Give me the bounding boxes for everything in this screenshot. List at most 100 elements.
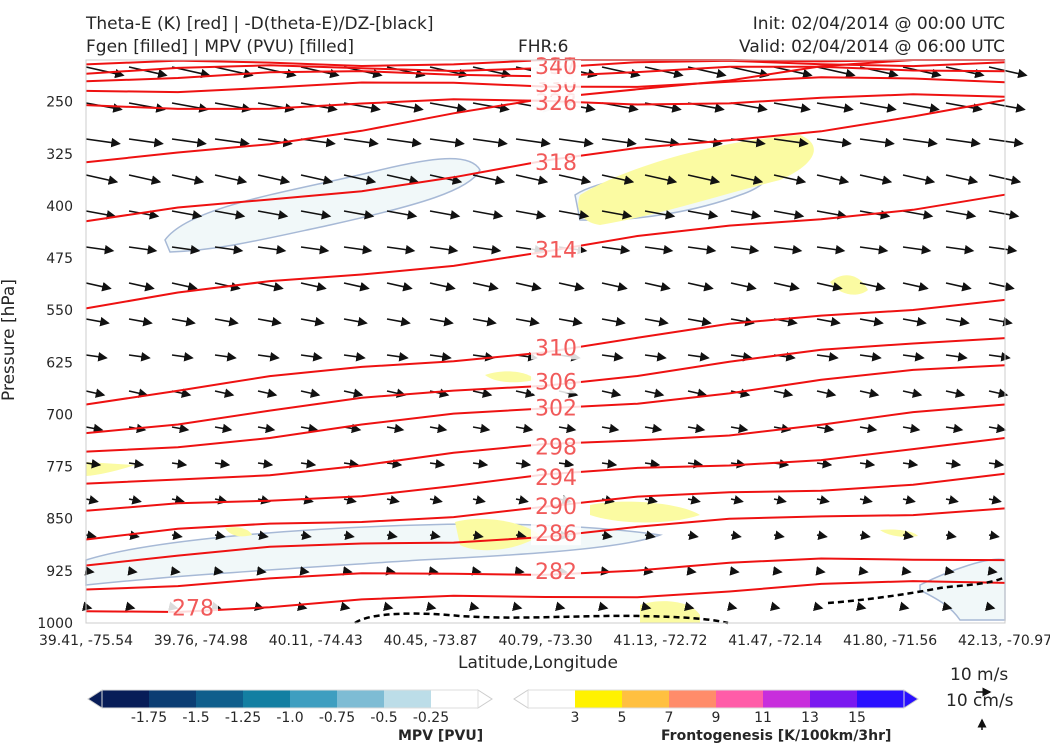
theta-e-label: 306 xyxy=(535,370,577,395)
wind-arrow xyxy=(128,66,168,79)
fgen-colorbar-tick: 11 xyxy=(754,710,772,726)
wind-arrow xyxy=(902,174,936,185)
wind-arrow xyxy=(472,316,497,327)
wind-arrow xyxy=(171,244,201,255)
wind-arrow xyxy=(472,281,499,292)
wind-arrow xyxy=(687,351,710,362)
wind-arrow xyxy=(472,174,506,185)
wind-arrow xyxy=(171,459,188,469)
wind-arrow xyxy=(256,566,267,576)
y-tick-label: 550 xyxy=(46,303,73,319)
wind-arrow xyxy=(515,459,532,469)
theta-e-label: 340 xyxy=(535,55,577,80)
wind-arrow xyxy=(945,210,977,220)
wind-arrow xyxy=(601,459,618,469)
wind-arrow xyxy=(859,102,897,113)
wind-arrow xyxy=(300,174,334,185)
wind-arrow xyxy=(902,281,929,292)
wind-arrow xyxy=(128,388,149,398)
wind-arrow xyxy=(85,423,104,434)
wind-arrow xyxy=(687,459,704,469)
wind-arrow xyxy=(214,210,246,220)
theta-e-label: 318 xyxy=(535,151,577,176)
y-tick-label: 775 xyxy=(46,460,73,476)
wind-arrow xyxy=(214,174,248,185)
mpv-colorbar-swatch xyxy=(196,690,244,708)
mpv-colorbar-extend-left xyxy=(87,689,103,709)
wind-arrow xyxy=(257,244,287,255)
wind-arrow xyxy=(643,566,654,576)
wind-arrow xyxy=(816,316,841,327)
theta-e-label: 278 xyxy=(172,597,214,622)
wind-reference-vertical: 10 cm/s xyxy=(946,691,1014,711)
wind-arrow xyxy=(343,316,368,327)
mpv-colorbar-swatch xyxy=(102,690,150,708)
wind-arrow xyxy=(856,601,867,612)
frontogenesis-region xyxy=(590,501,700,523)
fgen-colorbar-border xyxy=(527,689,905,709)
wind-arrow xyxy=(469,601,480,612)
wind-arrow xyxy=(429,459,446,469)
wind-arrow xyxy=(902,210,934,220)
contour-label-bg xyxy=(531,92,581,115)
wind-arrow xyxy=(816,459,833,469)
wind-arrow xyxy=(383,601,394,612)
wind-arrow xyxy=(429,495,443,505)
wind-arrow xyxy=(902,244,932,255)
wind-arrow xyxy=(386,137,422,148)
wind-arrow xyxy=(601,66,641,79)
mpv-colorbar-tick: -0.5 xyxy=(370,710,397,726)
fgen-colorbar-tick: 9 xyxy=(712,710,721,726)
wind-arrow xyxy=(859,423,878,434)
wind-arrow xyxy=(730,210,762,220)
wind-arrow xyxy=(902,316,927,327)
wind-arrow xyxy=(902,495,916,505)
wind-arrow xyxy=(729,566,740,576)
fgen-colorbar-tick: 5 xyxy=(618,710,627,726)
wind-arrow xyxy=(687,388,708,398)
wind-arrow xyxy=(343,244,373,255)
wind-arrow xyxy=(472,495,486,505)
wind-arrow xyxy=(985,601,996,612)
wind-arrow xyxy=(429,244,459,255)
wind-arrow xyxy=(472,459,489,469)
wind-arrow xyxy=(902,351,925,362)
stability-contour xyxy=(354,612,729,625)
wind-arrow xyxy=(257,388,278,398)
y-tick-label: 325 xyxy=(46,147,73,163)
wind-arrow xyxy=(730,530,742,540)
wind-arrow xyxy=(687,174,721,185)
valid-time: Valid: 02/04/2014 @ 06:00 UTC xyxy=(739,37,1005,57)
wind-arrow xyxy=(171,174,205,185)
title-line-2: Fgen [filled] | MPV (PVU) [filled] xyxy=(86,37,355,57)
wind-arrow xyxy=(988,388,1009,398)
x-tick-label: 40.79, -73.30 xyxy=(498,633,592,649)
wind-arrow xyxy=(85,351,108,362)
wind-arrow xyxy=(299,566,310,576)
wind-arrow xyxy=(257,281,284,292)
wind-arrow xyxy=(644,495,658,505)
wind-arrow xyxy=(343,459,360,469)
wind-arrow xyxy=(128,316,153,327)
wind-arrow xyxy=(515,423,534,434)
wind-arrow xyxy=(171,351,194,362)
wind-arrow xyxy=(85,244,115,255)
frontogenesis-region xyxy=(485,371,535,383)
wind-arrow xyxy=(945,137,981,148)
wind-arrow xyxy=(558,316,583,327)
contour-label-bg xyxy=(531,523,581,546)
mpv-colorbar-swatch xyxy=(384,690,432,708)
mpv-colorbar-label: MPV [PVU] xyxy=(398,728,484,744)
wind-arrow xyxy=(300,388,321,398)
wind-arrow xyxy=(945,316,970,327)
wind-arrow xyxy=(727,601,738,612)
wind-arrow xyxy=(601,210,633,220)
wind-arrow xyxy=(343,210,375,220)
wind-arrow xyxy=(945,530,957,540)
theta-e-label: 310 xyxy=(535,336,577,361)
wind-arrow xyxy=(773,281,800,292)
x-tick-label: 39.41, -75.54 xyxy=(39,633,133,649)
contour-label-bg xyxy=(531,371,581,394)
wind-arrow xyxy=(300,530,312,540)
